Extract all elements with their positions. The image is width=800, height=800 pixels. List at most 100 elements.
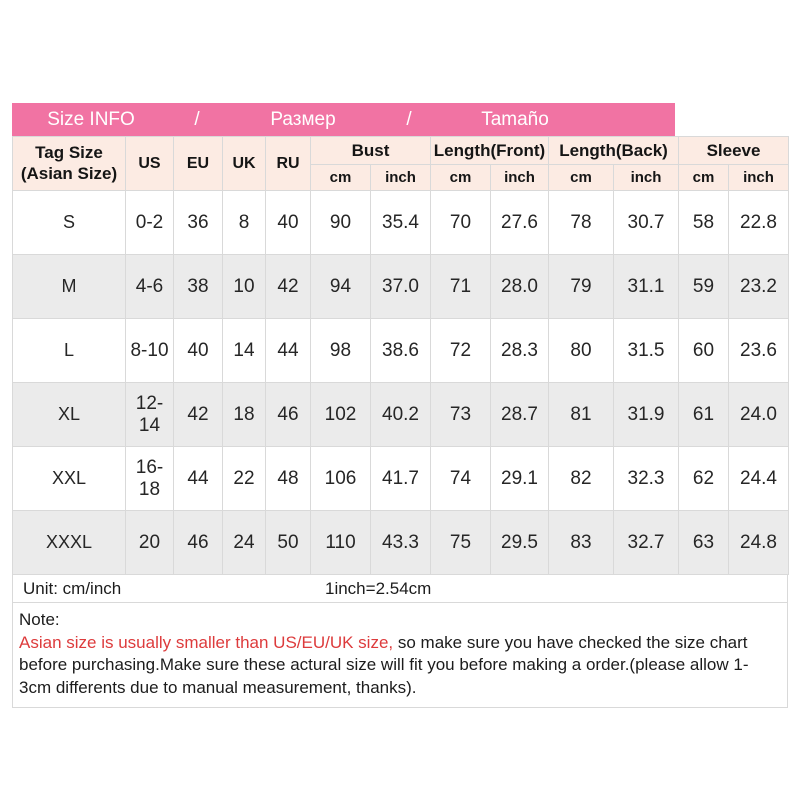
note-section: Note: Asian size is usually smaller than…	[12, 603, 788, 708]
banner-separator: /	[194, 108, 200, 130]
note-text: so make sure you have checked the size c…	[19, 632, 749, 697]
table-cell: 4-6	[125, 254, 174, 319]
table-cell: 70	[430, 190, 491, 255]
table-cell: 24	[222, 510, 266, 575]
table-cell: 40.2	[370, 382, 431, 447]
table-cell: 46	[173, 510, 223, 575]
table-cell: 102	[310, 382, 371, 447]
table-cell: 8-10	[125, 318, 174, 383]
size-label-cell: XL	[12, 382, 126, 447]
table-cell: 40	[265, 190, 311, 255]
table-cell: 31.5	[613, 318, 679, 383]
size-chart-table: Tag Size (Asian Size) US EU UK RU Bust L…	[12, 136, 790, 575]
table-cell: 50	[265, 510, 311, 575]
unit-row: Unit: cm/inch 1inch=2.54cm	[12, 575, 788, 603]
table-cell: 73	[430, 382, 491, 447]
table-cell: 79	[548, 254, 614, 319]
col-header-length-front: Length(Front)	[430, 136, 549, 165]
table-cell: 94	[310, 254, 371, 319]
table-cell: 37.0	[370, 254, 431, 319]
table-cell: 16-18	[125, 446, 174, 511]
table-row: S 0-2 36 8 40 90 35.4 70 27.6 78 30.7 58…	[12, 190, 790, 255]
table-cell: 0-2	[125, 190, 174, 255]
subheader-bust-inch: inch	[370, 164, 431, 191]
table-cell: 8	[222, 190, 266, 255]
tag-size-line2: (Asian Size)	[20, 163, 118, 183]
size-label-cell: XXL	[12, 446, 126, 511]
table-cell: 38	[173, 254, 223, 319]
table-cell: 29.1	[490, 446, 549, 511]
banner-text-razmer: Размер	[270, 108, 336, 130]
table-cell: 40	[173, 318, 223, 383]
note-title: Note:	[19, 610, 60, 629]
table-cell: 23.6	[727, 318, 790, 383]
banner-text-size-info: Size INFO	[47, 108, 135, 130]
table-cell: 18	[222, 382, 266, 447]
table-cell: 46	[265, 382, 311, 447]
table-cell: 62	[678, 446, 729, 511]
subheader-length-front-cm: cm	[430, 164, 491, 191]
note-highlight: Asian size is usually smaller than US/EU…	[19, 632, 394, 652]
table-cell: 83	[548, 510, 614, 575]
banner-pink-bar: Size INFO / Размер / Tamaño	[12, 103, 675, 136]
col-header-ru: RU	[265, 136, 311, 191]
table-cell: 24.0	[727, 382, 790, 447]
table-row: L 8-10 40 14 44 98 38.6 72 28.3 80 31.5 …	[12, 318, 790, 383]
table-cell: 106	[310, 446, 371, 511]
table-cell: 38.6	[370, 318, 431, 383]
col-header-uk: UK	[222, 136, 266, 191]
size-label-cell: XXXL	[12, 510, 126, 575]
subheader-sleeve-cm: cm	[678, 164, 729, 191]
table-cell: 24.4	[727, 446, 790, 511]
table-cell: 22	[222, 446, 266, 511]
unit-label: Unit: cm/inch	[23, 579, 122, 598]
table-cell: 29.5	[490, 510, 549, 575]
table-cell: 74	[430, 446, 491, 511]
table-cell: 28.7	[490, 382, 549, 447]
table-cell: 30.7	[613, 190, 679, 255]
table-cell: 32.3	[613, 446, 679, 511]
table-row: M 4-6 38 10 42 94 37.0 71 28.0 79 31.1 5…	[12, 254, 790, 319]
banner-text-tamano: Tamaño	[481, 108, 549, 130]
table-cell: 61	[678, 382, 729, 447]
table-cell: 36	[173, 190, 223, 255]
table-cell: 71	[430, 254, 491, 319]
header-row-units: cm inch cm inch cm inch cm inch	[13, 164, 790, 191]
table-cell: 82	[548, 446, 614, 511]
table-cell: 41.7	[370, 446, 431, 511]
subheader-sleeve-inch: inch	[727, 164, 790, 191]
col-header-length-back: Length(Back)	[548, 136, 679, 165]
size-info-banner: Size INFO / Размер / Tamaño	[12, 103, 788, 136]
size-label-cell: M	[12, 254, 126, 319]
table-cell: 24.8	[727, 510, 790, 575]
table-cell: 59	[678, 254, 729, 319]
table-cell: 12-14	[125, 382, 174, 447]
table-cell: 35.4	[370, 190, 431, 255]
subheader-length-back-cm: cm	[548, 164, 614, 191]
tag-size-line1: Tag Size	[35, 143, 103, 163]
size-label-cell: S	[12, 190, 126, 255]
conversion-label: 1inch=2.54cm	[325, 579, 432, 598]
banner-separator: /	[406, 108, 412, 130]
table-cell: 60	[678, 318, 729, 383]
table-cell: 110	[310, 510, 371, 575]
table-cell: 31.1	[613, 254, 679, 319]
table-cell: 81	[548, 382, 614, 447]
table-cell: 42	[173, 382, 223, 447]
table-cell: 58	[678, 190, 729, 255]
col-header-eu: EU	[173, 136, 223, 191]
table-cell: 44	[265, 318, 311, 383]
table-row: XXL 16-18 44 22 48 106 41.7 74 29.1 82 3…	[12, 446, 790, 511]
table-cell: 22.8	[727, 190, 790, 255]
header-row-groups: Tag Size (Asian Size) US EU UK RU Bust L…	[12, 136, 790, 191]
col-header-bust: Bust	[310, 136, 431, 165]
table-cell: 78	[548, 190, 614, 255]
note-body: Asian size is usually smaller than US/EU…	[19, 632, 773, 700]
table-cell: 42	[265, 254, 311, 319]
col-header-us: US	[125, 136, 174, 191]
table-cell: 28.3	[490, 318, 549, 383]
table-cell: 43.3	[370, 510, 431, 575]
table-cell: 90	[310, 190, 371, 255]
size-label-cell: L	[12, 318, 126, 383]
table-cell: 63	[678, 510, 729, 575]
